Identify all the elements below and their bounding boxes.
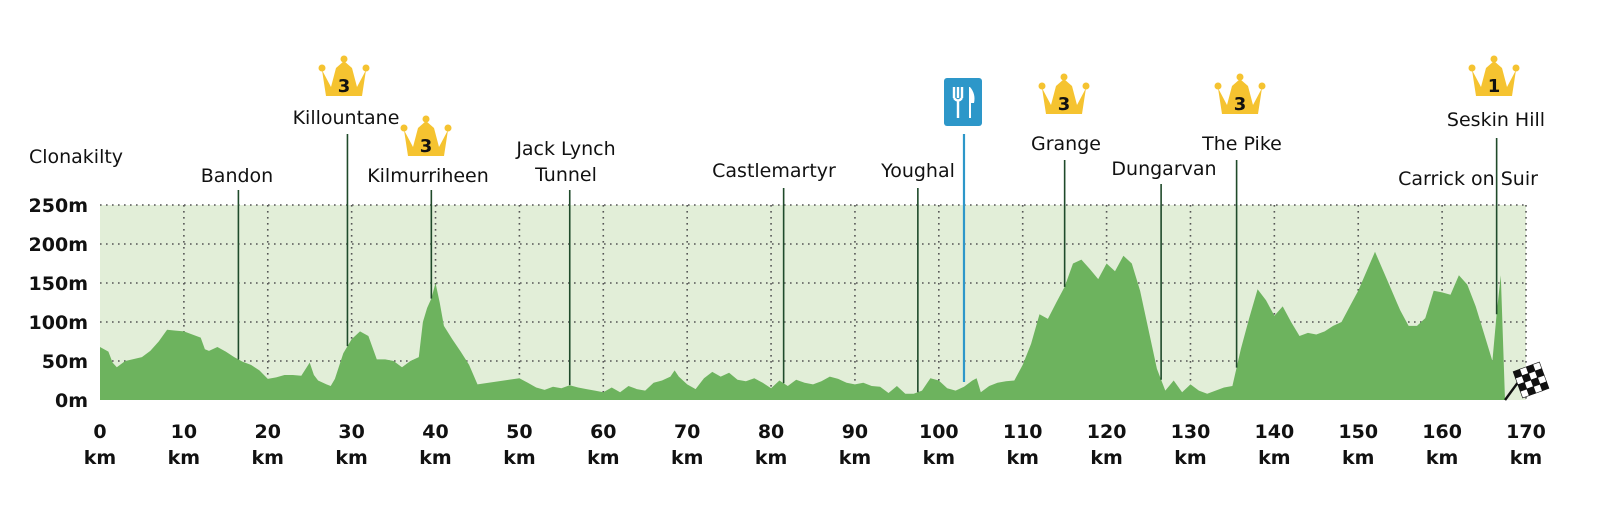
y-tick-label: 200m bbox=[29, 234, 88, 256]
x-tick-label: 70 bbox=[674, 421, 700, 443]
place-label: Seskin Hill bbox=[1447, 109, 1545, 131]
x-tick-unit: km bbox=[1258, 447, 1290, 469]
x-tick-label: 0 bbox=[93, 421, 106, 443]
x-tick-unit: km bbox=[755, 447, 787, 469]
finish-flag-icon bbox=[1504, 361, 1550, 401]
kom-crown-icon: 3 bbox=[318, 55, 370, 97]
x-tick-label: 90 bbox=[842, 421, 868, 443]
feed-zone-icon bbox=[944, 78, 982, 126]
x-tick-label: 10 bbox=[171, 421, 197, 443]
x-tick-label: 80 bbox=[758, 421, 784, 443]
x-tick-label: 50 bbox=[506, 421, 532, 443]
kom-category-label: 3 bbox=[1058, 94, 1071, 115]
x-tick-unit: km bbox=[923, 447, 955, 469]
place-label: Grange bbox=[1031, 133, 1101, 155]
x-tick-label: 120 bbox=[1087, 421, 1127, 443]
x-tick-label: 170 bbox=[1506, 421, 1546, 443]
x-tick-unit: km bbox=[503, 447, 535, 469]
y-tick-label: 0m bbox=[55, 390, 88, 412]
x-tick-label: 20 bbox=[255, 421, 281, 443]
x-tick-unit: km bbox=[168, 447, 200, 469]
x-tick-label: 130 bbox=[1171, 421, 1211, 443]
x-tick-unit: km bbox=[1174, 447, 1206, 469]
x-tick-label: 150 bbox=[1338, 421, 1378, 443]
x-tick-label: 30 bbox=[338, 421, 364, 443]
place-label: Killountane bbox=[293, 107, 400, 129]
place-label-line2: Tunnel bbox=[534, 164, 597, 186]
x-tick-unit: km bbox=[335, 447, 367, 469]
kom-crown-icon: 1 bbox=[1468, 55, 1520, 97]
place-label: Kilmurriheen bbox=[367, 165, 489, 187]
y-tick-label: 250m bbox=[29, 195, 88, 217]
elevation-area bbox=[100, 251, 1506, 400]
x-tick-label: 140 bbox=[1255, 421, 1295, 443]
x-tick-unit: km bbox=[671, 447, 703, 469]
x-tick-label: 110 bbox=[1003, 421, 1043, 443]
place-label: Youghal bbox=[880, 160, 955, 182]
place-label: Carrick on Suir bbox=[1398, 168, 1538, 190]
x-tick-unit: km bbox=[84, 447, 116, 469]
x-tick-unit: km bbox=[1342, 447, 1374, 469]
x-tick-unit: km bbox=[1006, 447, 1038, 469]
place-label: Castlemartyr bbox=[712, 160, 836, 182]
x-tick-label: 40 bbox=[422, 421, 448, 443]
x-tick-label: 160 bbox=[1422, 421, 1462, 443]
x-tick-unit: km bbox=[1510, 447, 1542, 469]
kom-category-label: 3 bbox=[338, 76, 351, 97]
x-tick-label: 100 bbox=[919, 421, 959, 443]
x-tick-unit: km bbox=[252, 447, 284, 469]
y-tick-label: 150m bbox=[29, 273, 88, 295]
place-label: Dungarvan bbox=[1111, 158, 1216, 180]
kom-category-label: 3 bbox=[420, 136, 433, 157]
kom-crown-icon: 3 bbox=[1038, 73, 1090, 115]
kom-category-label: 3 bbox=[1234, 94, 1247, 115]
kom-crown-icon: 3 bbox=[400, 115, 452, 157]
place-label: The Pike bbox=[1201, 133, 1282, 155]
x-tick-label: 60 bbox=[590, 421, 616, 443]
x-tick-unit: km bbox=[839, 447, 871, 469]
place-label: Clonakilty bbox=[29, 146, 123, 168]
place-label: Bandon bbox=[201, 165, 273, 187]
y-tick-label: 100m bbox=[29, 312, 88, 334]
y-tick-label: 50m bbox=[42, 351, 88, 373]
place-label: Jack Lynch bbox=[515, 138, 615, 160]
x-tick-unit: km bbox=[419, 447, 451, 469]
kom-crown-icon: 3 bbox=[1214, 73, 1266, 115]
kom-category-label: 1 bbox=[1488, 76, 1501, 97]
x-tick-unit: km bbox=[1426, 447, 1458, 469]
x-tick-unit: km bbox=[1090, 447, 1122, 469]
x-tick-unit: km bbox=[587, 447, 619, 469]
